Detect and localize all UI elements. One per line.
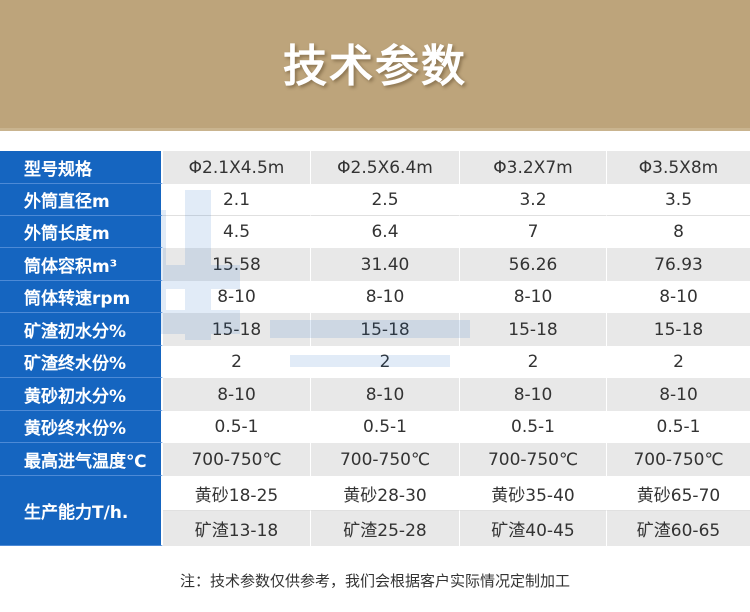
table-cell: 2.1 <box>163 184 311 216</box>
table-cell: 7 <box>460 216 607 248</box>
table-cell: 矿渣60-65 <box>607 511 750 546</box>
table-cell: 黄砂28-30 <box>311 476 460 511</box>
table-cell: 3.5 <box>607 184 750 216</box>
capacity-values: 黄砂18-25 黄砂28-30 黄砂35-40 黄砂65-70 矿渣13-18 … <box>163 476 750 546</box>
row-label: 矿渣终水份% <box>0 346 163 378</box>
row-label: 黄砂初水分% <box>0 378 163 411</box>
table-row: 筒体容积m³ 15.58 31.40 56.26 76.93 <box>0 248 750 281</box>
table-cell: 700-750℃ <box>607 443 750 476</box>
table-cell: 4.5 <box>163 216 311 248</box>
table-cell: 15-18 <box>311 313 460 346</box>
table-cell: 8-10 <box>311 378 460 411</box>
row-label: 型号规格 <box>0 151 163 184</box>
row-label: 最高进气温度℃ <box>0 443 163 476</box>
table-cell: 2 <box>311 346 460 378</box>
table-cell: Φ2.1X4.5m <box>163 151 311 184</box>
table-cell: 2 <box>163 346 311 378</box>
table-cell: 3.2 <box>460 184 607 216</box>
table-row: 黄砂终水份% 0.5-1 0.5-1 0.5-1 0.5-1 <box>0 411 750 443</box>
table-row: 型号规格 Φ2.1X4.5m Φ2.5X6.4m Φ3.2X7m Φ3.5X8m <box>0 151 750 184</box>
row-label: 筒体容积m³ <box>0 248 163 281</box>
table-row: 黄砂初水分% 8-10 8-10 8-10 8-10 <box>0 378 750 411</box>
table-cell: 8-10 <box>460 281 607 313</box>
table-cell: 8-10 <box>607 281 750 313</box>
table-cell: 0.5-1 <box>163 411 311 443</box>
table-cell: 黄砂35-40 <box>460 476 607 511</box>
table-row: 筒体转速rpm 8-10 8-10 8-10 8-10 <box>0 281 750 313</box>
table-row: 最高进气温度℃ 700-750℃ 700-750℃ 700-750℃ 700-7… <box>0 443 750 476</box>
table-cell: 15-18 <box>607 313 750 346</box>
table-cell: 700-750℃ <box>311 443 460 476</box>
table-cell: 2.5 <box>311 184 460 216</box>
table-cell: 0.5-1 <box>607 411 750 443</box>
table-cell: 8-10 <box>607 378 750 411</box>
table-cell: 56.26 <box>460 248 607 281</box>
table-cell: 0.5-1 <box>311 411 460 443</box>
row-label: 筒体转速rpm <box>0 281 163 313</box>
table-cell: 2 <box>607 346 750 378</box>
table-cell: 8-10 <box>163 378 311 411</box>
table-cell: 6.4 <box>311 216 460 248</box>
table-cell: 黄砂65-70 <box>607 476 750 511</box>
table-row: 矿渣终水份% 2 2 2 2 <box>0 346 750 378</box>
row-label: 外筒长度m <box>0 216 163 248</box>
table-cell: 0.5-1 <box>460 411 607 443</box>
table-cell: Φ2.5X6.4m <box>311 151 460 184</box>
capacity-row: 生产能力T/h. 黄砂18-25 黄砂28-30 黄砂35-40 黄砂65-70… <box>0 476 750 546</box>
page-title: 技术参数 <box>283 41 467 92</box>
row-label: 矿渣初水分% <box>0 313 163 346</box>
table-cell: Φ3.2X7m <box>460 151 607 184</box>
table-cell: 矿渣13-18 <box>163 511 311 546</box>
table-row: 外筒长度m 4.5 6.4 7 8 <box>0 216 750 248</box>
table-cell: 700-750℃ <box>460 443 607 476</box>
table-cell: 矿渣40-45 <box>460 511 607 546</box>
header-banner: 技术参数 <box>0 0 750 128</box>
row-label: 黄砂终水份% <box>0 411 163 443</box>
row-label: 外筒直径m <box>0 184 163 216</box>
table-cell: 黄砂18-25 <box>163 476 311 511</box>
table-cell: 8-10 <box>163 281 311 313</box>
table-cell: 31.40 <box>311 248 460 281</box>
table-row: 外筒直径m 2.1 2.5 3.2 3.5 <box>0 184 750 216</box>
banner-divider <box>0 128 750 131</box>
table-cell: 8-10 <box>460 378 607 411</box>
table-cell: 矿渣25-28 <box>311 511 460 546</box>
table-cell: 15-18 <box>460 313 607 346</box>
table-cell: 76.93 <box>607 248 750 281</box>
table-cell: 15-18 <box>163 313 311 346</box>
table-cell: 2 <box>460 346 607 378</box>
table-row: 矿渣初水分% 15-18 15-18 15-18 15-18 <box>0 313 750 346</box>
table-cell: 8-10 <box>311 281 460 313</box>
table-cell: 15.58 <box>163 248 311 281</box>
table-cell: Φ3.5X8m <box>607 151 750 184</box>
table-cell: 700-750℃ <box>163 443 311 476</box>
capacity-sand-row: 黄砂18-25 黄砂28-30 黄砂35-40 黄砂65-70 <box>163 476 750 511</box>
footnote: 注：技术参数仅供参考，我们会根据客户实际情况定制加工 <box>179 572 570 590</box>
table-cell: 8 <box>607 216 750 248</box>
row-label: 生产能力T/h. <box>0 476 163 546</box>
capacity-slag-row: 矿渣13-18 矿渣25-28 矿渣40-45 矿渣60-65 <box>163 511 750 546</box>
